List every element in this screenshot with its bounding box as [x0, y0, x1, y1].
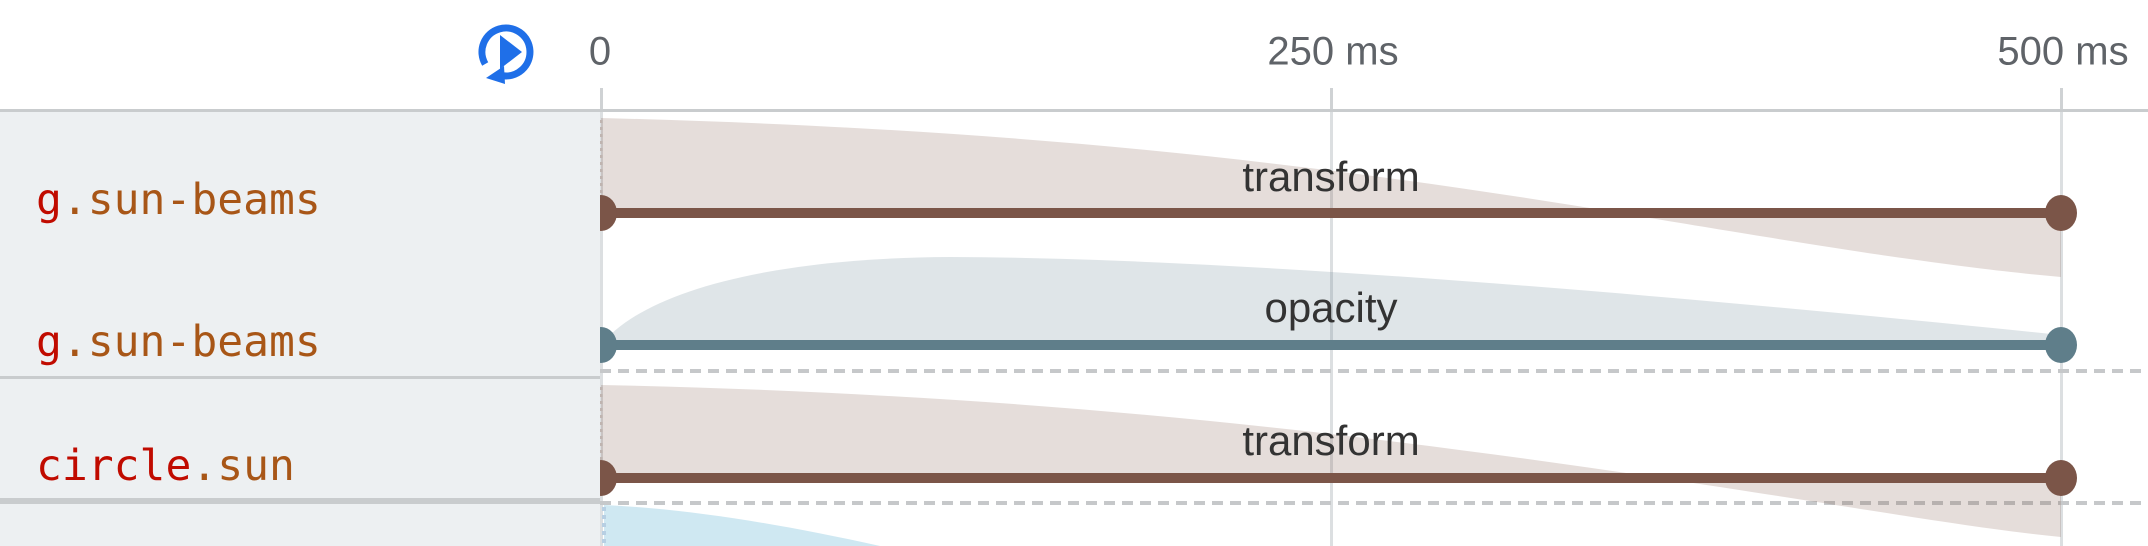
node-label-sun-beams-1[interactable]: g.sun-beams — [36, 175, 321, 225]
tag-name: g — [36, 317, 62, 367]
easing-envelope-partial — [604, 505, 880, 546]
property-label-opacity: opacity — [1264, 284, 1398, 331]
keyframe-dot[interactable] — [2045, 195, 2077, 231]
gridline-250ms — [1330, 112, 1333, 546]
tag-name: circle — [36, 441, 192, 491]
sidebar-block — [0, 379, 600, 501]
property-label-transform: transform — [1242, 153, 1420, 200]
axis-tick-label-250ms: 250 ms — [1267, 29, 1399, 74]
easing-envelope — [601, 257, 2061, 345]
replay-arrowhead-icon — [486, 66, 505, 84]
axis-tick-label-500ms: 500 ms — [1997, 29, 2129, 74]
group-separator — [600, 501, 2148, 505]
sidebar-block — [0, 501, 600, 546]
keyframe-dot[interactable] — [2045, 460, 2077, 496]
property-label-transform-2: transform — [1242, 417, 1420, 464]
replay-icon — [478, 24, 534, 80]
node-label-sun-beams-2[interactable]: g.sun-beams — [36, 317, 321, 367]
sidebar-block — [0, 112, 600, 379]
axis-tick — [2060, 88, 2063, 109]
easing-envelope — [601, 118, 2061, 277]
easing-envelope — [601, 385, 2061, 537]
class-name: .sun-beams — [61, 317, 321, 367]
node-label-circle-sun[interactable]: circle.sun — [36, 441, 295, 491]
class-name: .sun — [191, 441, 295, 491]
axis-tick — [1330, 88, 1333, 109]
group-separator — [600, 369, 2148, 373]
class-name: .sun-beams — [61, 175, 321, 225]
keyframe-dot[interactable] — [2045, 327, 2077, 363]
play-triangle-icon — [500, 35, 522, 69]
axis-tick-label-0: 0 — [588, 29, 612, 74]
tag-name: g — [36, 175, 62, 225]
axis-tick — [600, 88, 603, 109]
replay-button[interactable] — [472, 18, 540, 86]
timeline-header: 0 250 ms 500 ms — [0, 0, 2148, 112]
